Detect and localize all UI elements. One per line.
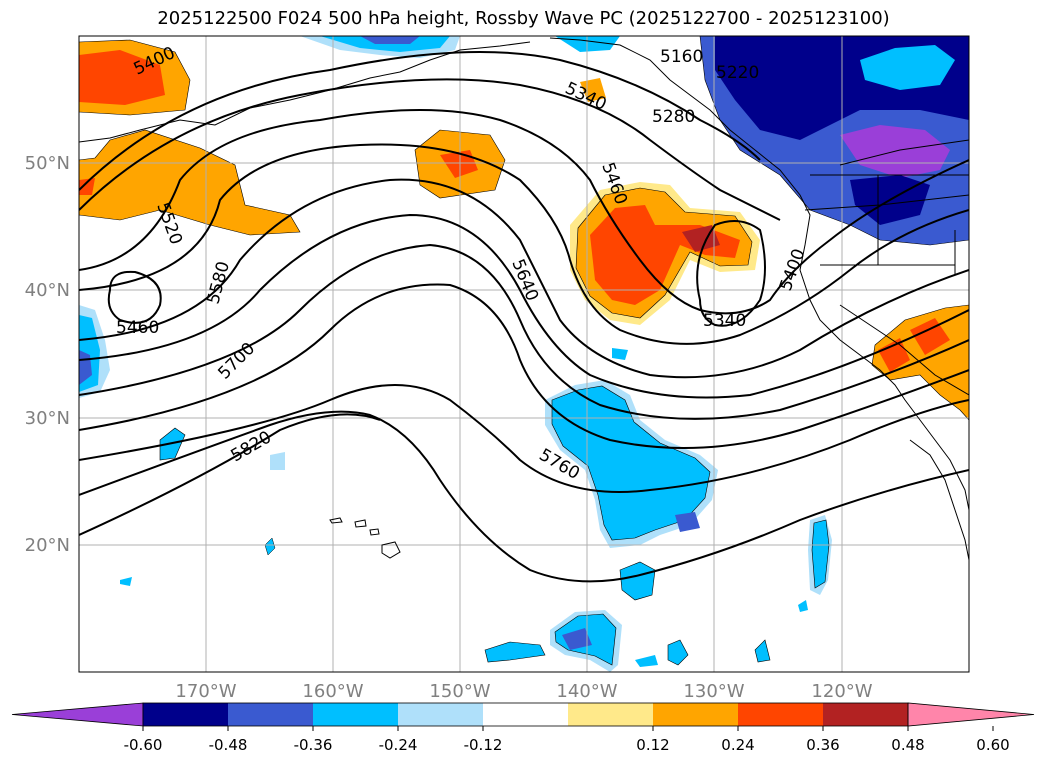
lon-label: 170°W [175, 681, 236, 702]
colorbar-tick-label: 0.48 [891, 736, 924, 754]
colorbar-swatch [738, 703, 823, 726]
contour-label: 5220 [716, 63, 759, 83]
colorbar-low-extension [11, 702, 144, 727]
colorbar-swatch [653, 703, 738, 726]
map-frame [78, 35, 970, 673]
colorbar: -0.60 -0.48 -0.36 -0.24 -0.12 0.12 0.24 0.36 0.4… [11, 702, 1035, 754]
latitude-labels: 50°N 40°N 30°N 20°N [25, 153, 70, 556]
colorbar-swatch [823, 703, 908, 726]
map-title: 2025122500 F024 500 hPa height, Rossby W… [157, 8, 890, 29]
contour-label: 5340 [703, 311, 746, 331]
colorbar-swatch [398, 703, 483, 726]
colorbar-tick-label: 0.24 [721, 736, 754, 754]
colorbar-tick-label: -0.12 [464, 736, 503, 754]
graticule [79, 36, 969, 672]
lat-label: 50°N [25, 153, 70, 174]
colorbar-swatch [313, 703, 398, 726]
contour-label: 5280 [652, 107, 695, 127]
lat-label: 40°N [25, 280, 70, 301]
lon-label: 150°W [429, 681, 490, 702]
contour-label: 5460 [116, 318, 159, 338]
hawaii-islands [329, 517, 401, 559]
lon-label: 140°W [556, 681, 617, 702]
colorbar-tick-label: 0.12 [636, 736, 669, 754]
colorbar-swatch [228, 703, 313, 726]
longitude-labels: 170°W 160°W 150°W 140°W 130°W 120°W [175, 681, 872, 702]
lon-label: 130°W [683, 681, 744, 702]
height-contours [79, 51, 969, 583]
colorbar-tick-label: 0.60 [976, 736, 1009, 754]
colorbar-tick-label: -0.60 [124, 736, 163, 754]
colorbar-tick-label: -0.24 [379, 736, 418, 754]
lon-label: 160°W [302, 681, 363, 702]
colorbar-swatch [143, 703, 228, 726]
colorbar-high-extension [907, 702, 1035, 727]
colorbar-tick-label: 0.36 [806, 736, 839, 754]
lon-label: 120°W [811, 681, 872, 702]
colorbar-frame [142, 702, 909, 727]
lat-label: 20°N [25, 535, 70, 556]
colorbar-swatch [568, 703, 653, 726]
contour-label: 5160 [660, 47, 703, 67]
colorbar-tick-label: -0.48 [209, 736, 248, 754]
lat-label: 30°N [25, 408, 70, 429]
colorbar-swatch [483, 703, 568, 726]
colorbar-tick-label: -0.36 [294, 736, 333, 754]
